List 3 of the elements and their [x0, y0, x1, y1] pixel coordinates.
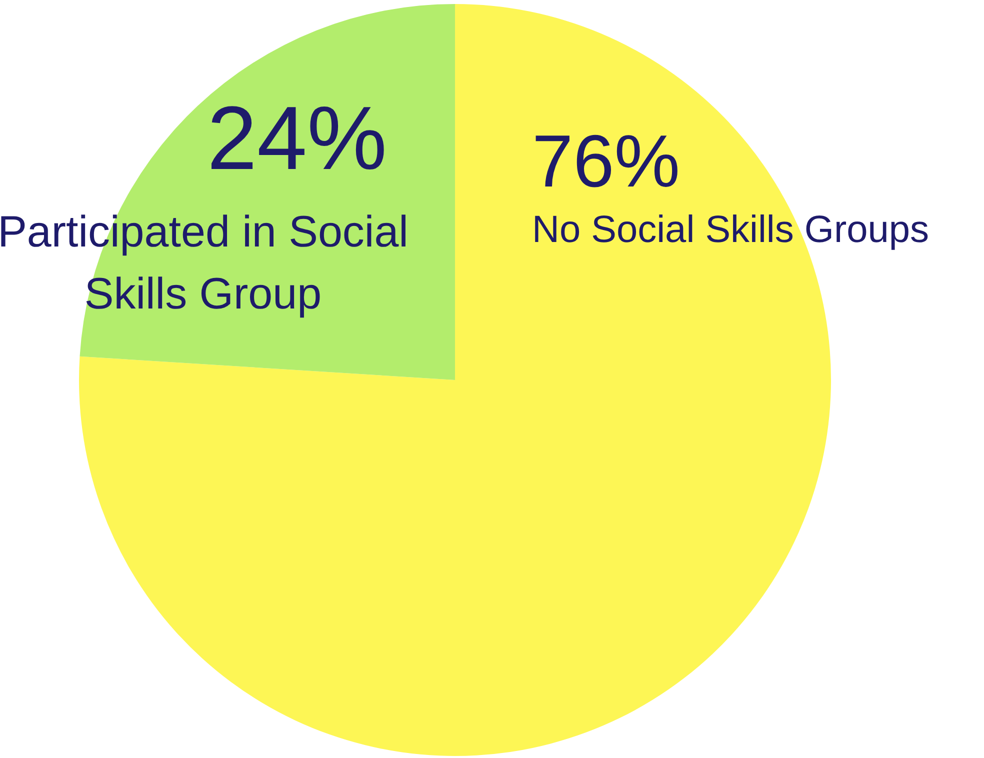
data-label: 76%	[532, 120, 680, 202]
data-label: 24%	[206, 89, 388, 189]
slice-label: No Social Skills Groups	[532, 209, 930, 251]
